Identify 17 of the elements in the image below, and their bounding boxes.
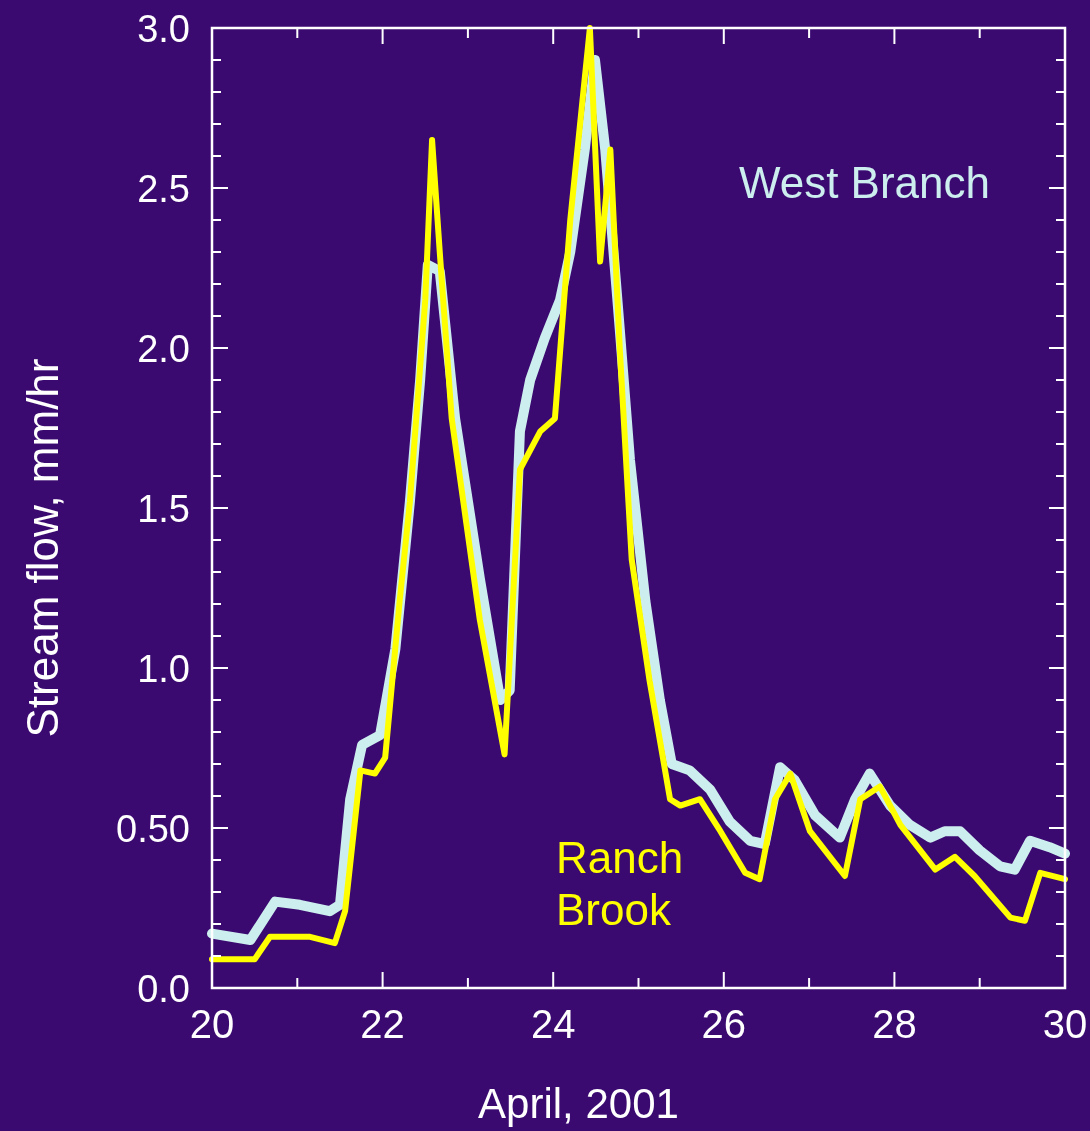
x-axis-title: April, 2001: [478, 1080, 679, 1127]
x-tick-label: 28: [872, 1002, 917, 1046]
x-tick-label: 20: [189, 1002, 235, 1046]
x-tick-label: 24: [530, 1002, 576, 1046]
y-tick-label: 0.0: [137, 968, 190, 1010]
y-tick-label: 2.5: [137, 168, 190, 210]
y-axis-title: Stream flow, mm/hr: [18, 358, 67, 738]
x-tick-label: 30: [1042, 1002, 1088, 1046]
x-tick-label: 26: [701, 1002, 747, 1046]
series-label: Ranch Brook: [556, 833, 684, 934]
text: West Branch: [738, 158, 990, 207]
y-tick-label: 0.50: [116, 808, 190, 850]
y-tick-label: 2.0: [137, 328, 190, 370]
y-tick-label: 3.0: [137, 8, 190, 50]
y-tick-label: 1.0: [137, 648, 190, 690]
y-tick-label: 1.5: [137, 488, 190, 530]
x-tick-label: 22: [360, 1002, 405, 1046]
